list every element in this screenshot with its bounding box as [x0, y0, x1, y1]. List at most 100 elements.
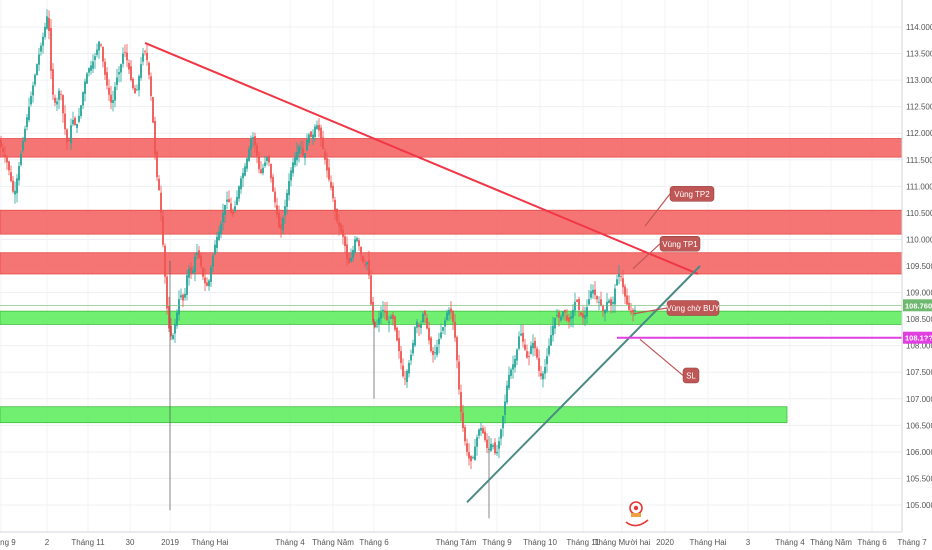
candle — [586, 299, 588, 324]
candle-body — [498, 441, 500, 449]
candle-body — [14, 190, 16, 195]
candle-body — [486, 439, 488, 448]
candle-body — [494, 442, 496, 454]
time-tick-label: Tháng Hai — [192, 538, 229, 547]
candle-body — [266, 157, 268, 161]
candle-body — [590, 291, 592, 298]
last-price-tag[interactable]: 108.760 — [903, 299, 932, 312]
candle — [58, 88, 60, 109]
candle — [42, 32, 44, 54]
candle — [332, 182, 334, 202]
candle — [102, 46, 104, 68]
candle — [580, 312, 582, 317]
candle — [598, 296, 600, 311]
callout-sl[interactable]: SL — [639, 338, 700, 384]
resistance-zone-top[interactable] — [0, 138, 903, 158]
candle — [32, 81, 34, 103]
candle — [28, 97, 30, 123]
time-axis[interactable]: Tháng 9 2 Tháng 11 30 2019 Tháng Hai Tháng 4 Th… — [0, 531, 927, 550]
candle-body — [530, 345, 532, 354]
time-tick-label: Tháng 6 — [857, 538, 887, 547]
candle-body — [364, 264, 366, 266]
candle — [510, 367, 512, 380]
candle — [92, 54, 94, 73]
callout-buy-label: Vùng chờ BUY — [666, 304, 720, 313]
time-tick-label: Tháng 11 — [71, 538, 105, 547]
candle-body — [208, 280, 210, 287]
candle-body — [420, 324, 422, 328]
candle-body — [124, 51, 126, 53]
candle-body — [142, 53, 144, 62]
candle — [186, 269, 188, 301]
candle — [170, 317, 172, 341]
resistance-zone-tp2[interactable] — [0, 209, 903, 235]
candle-body — [8, 161, 10, 171]
candle — [404, 370, 406, 386]
candle — [74, 116, 76, 126]
candle — [106, 67, 108, 90]
candle — [296, 142, 298, 167]
candle-body — [190, 267, 192, 274]
candle-body — [460, 392, 462, 413]
candle — [476, 434, 478, 456]
candle-body — [4, 154, 6, 158]
candle-body — [264, 162, 266, 166]
candle-body — [134, 87, 136, 94]
candle — [500, 428, 502, 446]
candle-body — [256, 145, 258, 156]
candle — [70, 118, 72, 151]
candle — [504, 394, 506, 424]
candle-body — [66, 129, 68, 143]
time-tick-label: 2019 — [161, 538, 179, 547]
candle-body — [470, 455, 472, 462]
downtrend-line[interactable] — [144, 42, 699, 275]
sl-price-tag[interactable]: 108.1?? — [903, 331, 932, 344]
candle — [522, 324, 524, 348]
candle — [80, 104, 82, 119]
sl-price-tag-bg — [903, 331, 932, 344]
candle — [56, 97, 58, 112]
candle-body — [520, 333, 522, 336]
candle — [338, 214, 340, 236]
candle — [408, 359, 410, 378]
candle — [78, 107, 80, 124]
zones[interactable] — [0, 138, 903, 424]
candle-body — [230, 203, 232, 213]
candle-body — [476, 437, 478, 447]
drawings[interactable] — [0, 42, 902, 504]
candle — [292, 158, 294, 177]
candle-body — [512, 364, 514, 370]
price-axis[interactable]: 114.000 113.500 113.000 112.500 112.000 111.5… — [901, 0, 932, 550]
candle-body — [150, 76, 152, 97]
candle — [90, 60, 92, 75]
candle — [304, 153, 306, 166]
uptrend-line[interactable] — [466, 265, 701, 504]
callout-buy[interactable]: Vùng chờ BUY — [632, 300, 720, 316]
candle-body — [74, 117, 76, 126]
candle-body — [260, 169, 262, 174]
candle — [596, 295, 598, 304]
candle-body — [182, 294, 184, 301]
candle — [158, 175, 160, 191]
candle-body — [48, 17, 50, 31]
candle-body — [2, 148, 4, 152]
candle-body — [98, 41, 100, 51]
candle-body — [424, 310, 426, 316]
candle — [350, 248, 352, 263]
callouts[interactable]: Vùng TP2 Vùng TP1 Vùng chờ BUY SL — [632, 186, 720, 384]
callout-tp2[interactable]: Vùng TP2 — [644, 186, 715, 227]
callout-tp1[interactable]: Vùng TP1 — [632, 236, 701, 270]
candle-body — [132, 78, 134, 89]
candle — [52, 63, 54, 101]
resistance-zone-tp1[interactable] — [0, 252, 903, 275]
price-tick-label: 112.000 — [906, 129, 932, 138]
candle-body — [102, 46, 104, 62]
support-zone-low[interactable] — [0, 406, 788, 424]
candle — [156, 150, 158, 181]
candle — [146, 44, 148, 66]
candle — [136, 84, 138, 91]
candle — [68, 137, 70, 142]
candle-body — [446, 312, 448, 320]
